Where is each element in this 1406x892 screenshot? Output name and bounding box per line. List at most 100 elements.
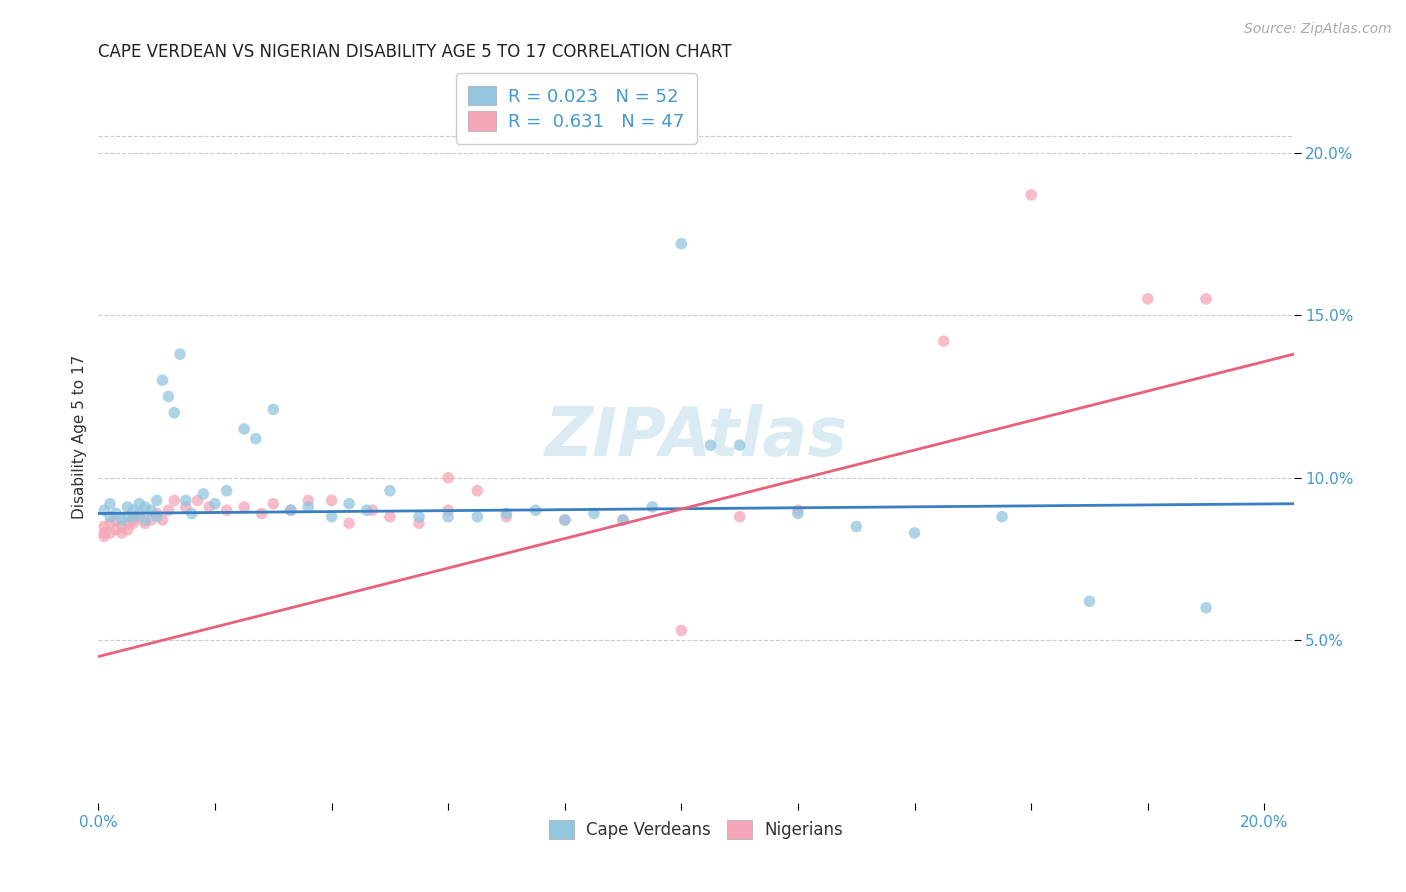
- Point: [145, 507, 167, 521]
- Point: [180, 507, 202, 521]
- Point: [134, 516, 156, 531]
- Point: [233, 500, 256, 514]
- Point: [117, 500, 139, 514]
- Point: [932, 334, 955, 348]
- Point: [93, 519, 115, 533]
- Point: [361, 503, 384, 517]
- Point: [437, 509, 460, 524]
- Point: [554, 513, 576, 527]
- Point: [337, 497, 360, 511]
- Point: [122, 513, 145, 527]
- Point: [145, 509, 167, 524]
- Point: [169, 347, 191, 361]
- Point: [378, 483, 401, 498]
- Point: [111, 526, 134, 541]
- Point: [554, 513, 576, 527]
- Point: [1195, 600, 1218, 615]
- Point: [104, 523, 127, 537]
- Y-axis label: Disability Age 5 to 17: Disability Age 5 to 17: [72, 355, 87, 519]
- Point: [215, 483, 238, 498]
- Point: [1195, 292, 1218, 306]
- Point: [93, 503, 115, 517]
- Text: CAPE VERDEAN VS NIGERIAN DISABILITY AGE 5 TO 17 CORRELATION CHART: CAPE VERDEAN VS NIGERIAN DISABILITY AGE …: [98, 44, 733, 62]
- Point: [122, 503, 145, 517]
- Point: [128, 497, 150, 511]
- Point: [174, 500, 197, 514]
- Point: [467, 509, 489, 524]
- Point: [250, 507, 273, 521]
- Point: [163, 406, 186, 420]
- Point: [262, 497, 284, 511]
- Point: [152, 513, 174, 527]
- Point: [204, 497, 226, 511]
- Point: [111, 519, 134, 533]
- Point: [215, 503, 238, 517]
- Point: [134, 513, 156, 527]
- Point: [280, 503, 302, 517]
- Point: [671, 624, 693, 638]
- Point: [297, 493, 319, 508]
- Point: [612, 513, 634, 527]
- Text: ZIPAtlas: ZIPAtlas: [544, 404, 848, 470]
- Point: [467, 483, 489, 498]
- Point: [152, 373, 174, 387]
- Point: [280, 503, 302, 517]
- Point: [408, 516, 430, 531]
- Point: [524, 503, 547, 517]
- Point: [98, 509, 121, 524]
- Point: [139, 503, 162, 517]
- Point: [787, 507, 810, 521]
- Point: [991, 509, 1014, 524]
- Legend: Cape Verdeans, Nigerians: Cape Verdeans, Nigerians: [543, 814, 849, 846]
- Point: [93, 529, 115, 543]
- Point: [233, 422, 256, 436]
- Point: [104, 513, 127, 527]
- Point: [245, 432, 267, 446]
- Point: [122, 516, 145, 531]
- Point: [437, 471, 460, 485]
- Point: [128, 509, 150, 524]
- Point: [128, 507, 150, 521]
- Point: [787, 503, 810, 517]
- Point: [321, 493, 343, 508]
- Point: [408, 509, 430, 524]
- Point: [174, 493, 197, 508]
- Point: [582, 507, 605, 521]
- Point: [1136, 292, 1159, 306]
- Point: [157, 503, 180, 517]
- Point: [437, 503, 460, 517]
- Point: [134, 500, 156, 514]
- Point: [337, 516, 360, 531]
- Point: [612, 513, 634, 527]
- Point: [117, 516, 139, 531]
- Point: [378, 509, 401, 524]
- Point: [163, 493, 186, 508]
- Point: [139, 513, 162, 527]
- Point: [186, 493, 208, 508]
- Point: [297, 500, 319, 514]
- Point: [262, 402, 284, 417]
- Point: [93, 526, 115, 541]
- Point: [641, 500, 664, 514]
- Point: [98, 497, 121, 511]
- Point: [122, 509, 145, 524]
- Point: [845, 519, 868, 533]
- Point: [495, 507, 517, 521]
- Point: [321, 509, 343, 524]
- Point: [98, 516, 121, 531]
- Point: [1019, 187, 1042, 202]
- Point: [699, 438, 721, 452]
- Point: [728, 509, 751, 524]
- Point: [728, 438, 751, 452]
- Point: [117, 523, 139, 537]
- Point: [198, 500, 221, 514]
- Point: [157, 389, 180, 403]
- Point: [903, 526, 925, 541]
- Point: [495, 509, 517, 524]
- Point: [356, 503, 378, 517]
- Point: [1078, 594, 1101, 608]
- Point: [98, 526, 121, 541]
- Point: [117, 509, 139, 524]
- Text: Source: ZipAtlas.com: Source: ZipAtlas.com: [1244, 22, 1392, 37]
- Point: [104, 507, 127, 521]
